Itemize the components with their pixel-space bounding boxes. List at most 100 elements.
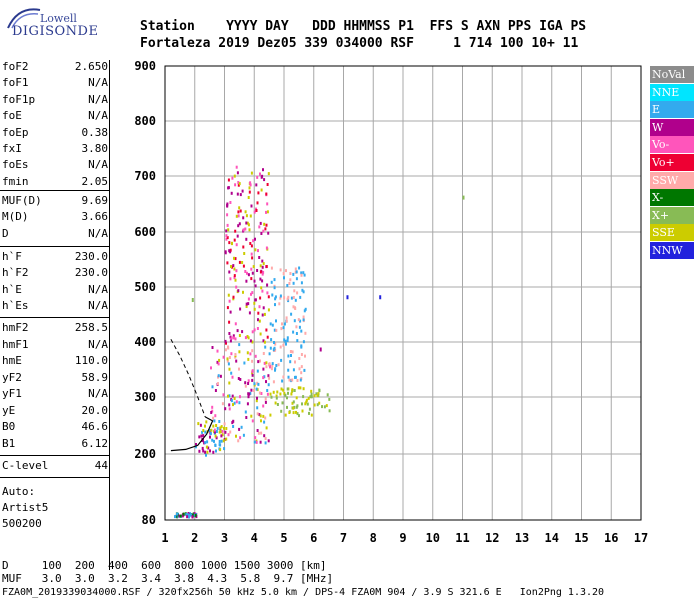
echo-mark [252, 389, 255, 392]
param-value: 6.12 [81, 436, 109, 450]
echo-mark [277, 363, 280, 367]
param-value: 110.0 [74, 354, 108, 367]
param-value: 0.38 [81, 125, 109, 139]
echo-mark [294, 267, 297, 271]
echo-mark [250, 267, 253, 271]
echo-mark [225, 437, 228, 441]
echo-mark [265, 246, 268, 250]
y-tick-label: 400 [134, 335, 156, 349]
echo-mark [247, 395, 250, 399]
echo-mark [234, 278, 237, 282]
echo-mark [211, 346, 214, 349]
param-name: h`F2 [2, 266, 29, 280]
echo-mark [216, 360, 219, 364]
echo-mark [254, 436, 257, 440]
echo-mark [218, 440, 221, 443]
echo-mark [261, 174, 264, 178]
echo-mark [259, 440, 262, 444]
echo-mark [235, 434, 237, 438]
echo-mark [269, 346, 272, 350]
echo-point [191, 298, 194, 302]
echo-mark [238, 350, 241, 354]
echo-mark [303, 309, 306, 313]
echo-mark [232, 264, 235, 268]
echo-mark [266, 210, 269, 214]
echo-mark [233, 256, 235, 260]
echo-mark [239, 436, 242, 440]
echo-mark [235, 359, 238, 363]
echo-mark [232, 403, 234, 407]
echo-mark [260, 431, 263, 435]
panel-separator [0, 317, 109, 318]
param-row: h`Es N/A [2, 299, 108, 315]
param-row: foEp 0.38 [2, 126, 108, 142]
echo-mark [252, 239, 255, 243]
echo-mark [295, 410, 297, 414]
echo-mark [256, 175, 259, 179]
param-value: N/A [88, 158, 108, 172]
echo-mark [253, 382, 256, 386]
echo-mark [224, 348, 227, 352]
echo-mark [296, 379, 299, 382]
echo-mark [278, 302, 281, 306]
echo-mark [215, 449, 217, 453]
echo-mark [253, 328, 256, 332]
echo-mark [251, 378, 254, 382]
echo-mark [289, 272, 292, 275]
echo-mark [239, 193, 242, 197]
echo-mark [247, 357, 250, 361]
echo-mark [227, 345, 229, 349]
param-name: B1 [2, 436, 16, 450]
echo-mark [272, 380, 275, 384]
param-name: yE [2, 403, 16, 417]
x-tick-label: 15 [574, 531, 588, 545]
echo-mark [263, 178, 266, 182]
echo-mark [286, 387, 289, 391]
echo-mark [251, 369, 254, 373]
param-name: M(D) [2, 210, 29, 224]
echo-mark [248, 228, 251, 232]
param-name: MUF(D) [2, 194, 42, 207]
echo-mark [302, 340, 305, 344]
echo-mark [271, 323, 274, 327]
param-row: yF2 58.9 [2, 371, 108, 387]
echo-mark [275, 394, 278, 398]
logo-brand-bottom: DIGISONDE [12, 24, 99, 39]
param-name: foE [2, 109, 22, 123]
echo-mark [262, 367, 265, 371]
echo-mark [221, 429, 224, 433]
echo-mark [326, 393, 329, 397]
echo-mark [301, 402, 303, 406]
echo-mark [289, 360, 292, 364]
echo-mark [228, 403, 231, 407]
echo-mark [245, 416, 248, 419]
echo-mark [263, 434, 266, 438]
param-value: N/A [88, 299, 108, 313]
echo-mark [298, 367, 301, 371]
echo-mark [212, 424, 215, 428]
muf-row: MUF 3.0 3.0 3.2 3.4 3.8 4.3 5.8 9.7 [MHz… [2, 572, 334, 585]
echo-mark [282, 326, 285, 330]
echo-mark [220, 425, 223, 429]
echo-mark [227, 228, 230, 232]
param-value: 2.650 [74, 60, 108, 73]
echo-mark [299, 319, 302, 323]
echo-mark [195, 443, 197, 446]
echo-mark [244, 381, 247, 385]
echo-mark [226, 223, 229, 227]
echo-mark [266, 392, 269, 396]
param-row: B1 6.12 [2, 437, 108, 453]
echo-mark [282, 343, 285, 347]
echo-mark [258, 225, 261, 229]
echo-mark [280, 327, 283, 331]
echo-mark [282, 272, 285, 275]
echo-mark [226, 213, 229, 217]
echo-mark [282, 375, 285, 379]
echo-mark [190, 513, 193, 517]
echo-mark [265, 426, 268, 430]
echo-mark [279, 345, 282, 349]
echo-mark [264, 397, 267, 401]
echo-mark [292, 411, 295, 415]
echo-mark [241, 189, 244, 193]
echo-mark [248, 186, 251, 190]
